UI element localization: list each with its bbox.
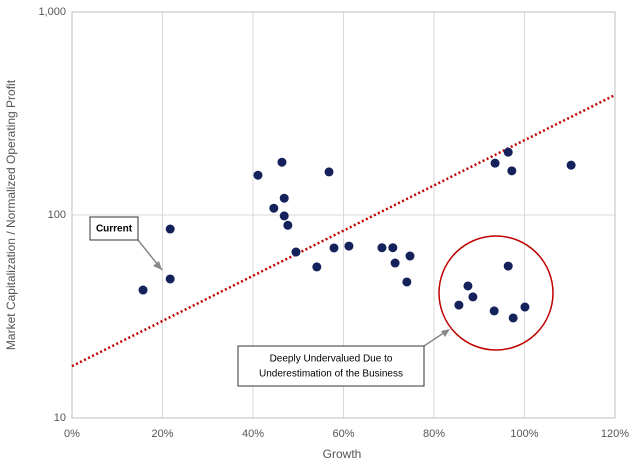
x-tick-label: 100% [510, 428, 538, 440]
point [165, 274, 175, 284]
point [490, 158, 500, 168]
point [566, 160, 576, 170]
point [520, 302, 530, 312]
x-tick-label: 20% [151, 428, 173, 440]
point [279, 193, 289, 203]
point [279, 211, 289, 221]
point [377, 243, 387, 253]
plot-frame [71, 11, 616, 419]
x-tick-label: 0% [64, 428, 80, 440]
y-tick-label: 10 [54, 412, 66, 424]
arrowhead [153, 261, 162, 270]
trend-line [71, 93, 616, 368]
annotation-box [89, 216, 139, 241]
annotation: Current [96, 224, 133, 235]
point [277, 157, 287, 167]
x-tick-label: 60% [332, 428, 354, 440]
annotation-box [237, 345, 425, 387]
x-tick-label: 80% [423, 428, 445, 440]
point [312, 262, 322, 272]
point [468, 292, 478, 302]
point [329, 243, 339, 253]
point [388, 243, 398, 253]
y-tick-label: 1,000 [38, 6, 66, 18]
point [503, 147, 513, 157]
point [138, 285, 148, 295]
point [165, 224, 175, 234]
point [489, 306, 499, 316]
point [463, 281, 473, 291]
point [507, 166, 517, 176]
point [291, 247, 301, 257]
point [390, 258, 400, 268]
point [324, 167, 334, 177]
point [508, 313, 518, 323]
point [405, 251, 415, 261]
point [283, 220, 293, 230]
x-tick-label: 120% [601, 428, 629, 440]
point [344, 241, 354, 251]
annotation: Underestimation of the Business [259, 369, 403, 380]
arrowhead [441, 329, 450, 337]
y-tick-label: 100 [48, 209, 66, 221]
y-axis-label: Market Capitalization / Normalized Opera… [4, 79, 18, 350]
point [269, 203, 279, 213]
point [454, 300, 464, 310]
point [402, 277, 412, 287]
highlight-circle [438, 235, 554, 351]
x-tick-label: 40% [242, 428, 264, 440]
point [253, 170, 263, 180]
point [503, 261, 513, 271]
annotation: Deeply Undervalued Due to [270, 354, 393, 365]
x-axis-label: Growth [323, 447, 362, 461]
